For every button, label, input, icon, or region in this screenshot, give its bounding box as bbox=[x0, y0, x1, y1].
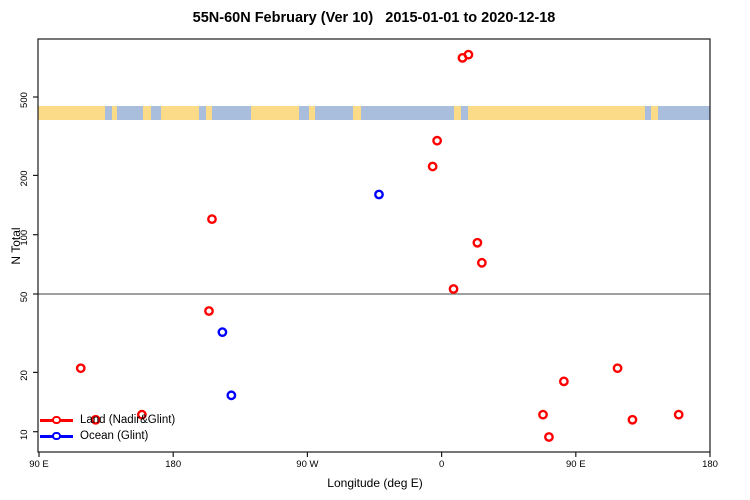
land-point bbox=[207, 214, 217, 224]
land-point bbox=[90, 414, 101, 425]
land-point bbox=[538, 409, 548, 420]
legend-label-ocean: Ocean (Glint) bbox=[80, 430, 149, 442]
land-point bbox=[204, 306, 214, 316]
map-strip-ocean-segment bbox=[645, 106, 651, 120]
map-strip-land-segment bbox=[454, 106, 461, 120]
land-point bbox=[463, 49, 474, 60]
land-point bbox=[673, 409, 684, 420]
land-circle-icon bbox=[52, 415, 61, 425]
y-tick-label: 100 bbox=[19, 230, 30, 246]
y-tick-label: 10 bbox=[19, 429, 30, 440]
x-tick-label: 90 W bbox=[296, 459, 318, 470]
land-point bbox=[136, 409, 147, 420]
map-strip-land-segment bbox=[206, 106, 212, 120]
land-point bbox=[612, 363, 623, 374]
land-point bbox=[627, 414, 638, 425]
map-strip-land-segment bbox=[468, 106, 645, 120]
map-strip-ocean-segment bbox=[461, 106, 468, 120]
legend-item-ocean: Ocean (Glint) bbox=[40, 430, 148, 443]
map-strip-land-segment bbox=[353, 106, 361, 120]
plot-border bbox=[37, 38, 711, 453]
land-point bbox=[75, 363, 86, 374]
map-strip-ocean-segment bbox=[299, 106, 309, 120]
map-strip-ocean-segment bbox=[199, 106, 206, 120]
map-strip-ocean-segment bbox=[105, 106, 112, 120]
land-point bbox=[448, 284, 459, 294]
y-tick-label: 20 bbox=[19, 370, 30, 381]
land-point bbox=[476, 257, 487, 268]
ocean-point bbox=[217, 327, 228, 338]
land-point bbox=[427, 161, 438, 172]
map-strip-ocean-segment bbox=[361, 106, 454, 120]
x-tick-label: 180 bbox=[165, 459, 181, 470]
y-axis-title: N Total bbox=[9, 227, 23, 265]
land-point bbox=[544, 432, 554, 442]
x-axis-title: Longitude (deg E) bbox=[327, 476, 423, 490]
ocean-circle-icon bbox=[52, 431, 61, 441]
map-strip-ocean-segment bbox=[212, 106, 251, 120]
map-strip-ocean-segment bbox=[151, 106, 161, 120]
map-strip-land-segment bbox=[38, 106, 105, 120]
map-strip-land-segment bbox=[251, 106, 299, 120]
map-strip-ocean-segment bbox=[658, 106, 710, 120]
map-strip-ocean-segment bbox=[117, 106, 143, 120]
x-tick-label: 90 E bbox=[29, 459, 49, 470]
legend-label-land: Land (Nadir&Glint) bbox=[80, 414, 176, 426]
ocean-point bbox=[226, 390, 237, 401]
y-tick-label: 50 bbox=[19, 292, 30, 303]
x-tick-label: 180 bbox=[702, 459, 718, 470]
ocean-point bbox=[374, 189, 384, 200]
land-point bbox=[472, 237, 483, 248]
legend-item-land: Land (Nadir&Glint) bbox=[40, 414, 175, 427]
land-series-symbol bbox=[40, 415, 73, 426]
y-tick-label: 500 bbox=[19, 92, 30, 108]
map-strip-land-segment bbox=[161, 106, 199, 120]
land-point bbox=[432, 135, 443, 146]
land-point bbox=[558, 376, 569, 387]
map-strip-land-segment bbox=[309, 106, 315, 120]
chart-title: 55N-60N February (Ver 10) 2015-01-01 to … bbox=[192, 10, 556, 26]
map-strip-ocean-segment bbox=[315, 106, 353, 120]
x-tick-label: 0 bbox=[439, 459, 444, 470]
map-strip-land-segment bbox=[112, 106, 117, 120]
map-strip-land-segment bbox=[143, 106, 151, 120]
ocean-series-symbol bbox=[40, 431, 73, 442]
map-strip-land-segment bbox=[651, 106, 658, 120]
x-tick-label: 90 E bbox=[566, 459, 586, 470]
y-tick-label: 200 bbox=[19, 170, 30, 186]
